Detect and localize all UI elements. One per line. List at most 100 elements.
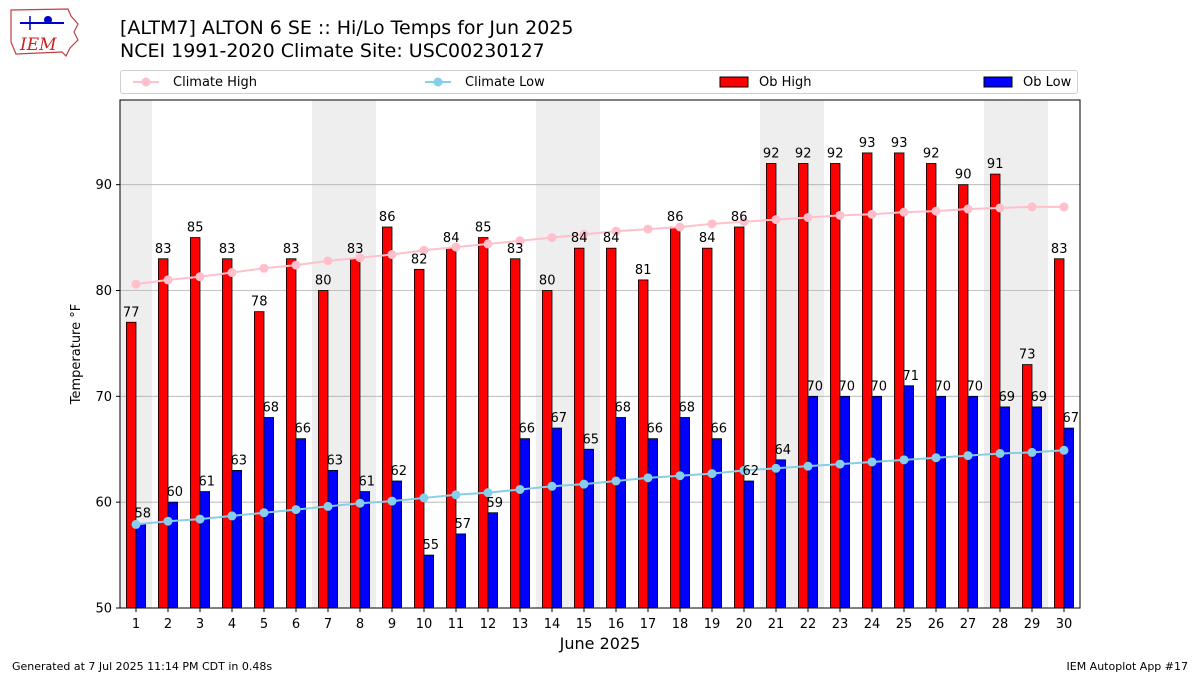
ob-high-label: 84 xyxy=(699,231,716,246)
ob-low-label: 66 xyxy=(295,422,312,437)
climate-low-point xyxy=(163,516,173,526)
climate-low-point xyxy=(1059,445,1069,455)
ob-low-bar xyxy=(935,395,947,609)
x-tick-label: 18 xyxy=(672,617,689,632)
ob-low-bar xyxy=(679,417,691,609)
climate-high-point xyxy=(899,207,909,217)
climate-low-point xyxy=(419,493,429,503)
ob-high-label: 90 xyxy=(955,168,972,183)
ob-high-label: 83 xyxy=(507,242,524,257)
climate-low-point xyxy=(707,469,717,479)
ob-low-label: 70 xyxy=(935,379,952,394)
ob-high-bar xyxy=(1054,258,1065,609)
climate-high-point xyxy=(867,209,877,219)
y-tick-label: 50 xyxy=(95,602,112,617)
ob-high-bar xyxy=(445,247,457,609)
climate-low-point xyxy=(1027,447,1037,457)
ob-low-bar xyxy=(999,406,1011,609)
ob-high-bar xyxy=(606,247,617,609)
ob-low-label: 70 xyxy=(839,379,856,394)
ob-high-label: 91 xyxy=(987,157,1004,172)
ob-low-label: 66 xyxy=(647,422,664,437)
climate-low-point xyxy=(291,505,301,515)
legend-swatch-ob-low xyxy=(983,76,1013,88)
ob-high-label: 83 xyxy=(283,242,300,257)
legend: Climate High Climate Low Ob High Ob Low xyxy=(120,70,1078,94)
climate-low-point xyxy=(899,455,909,465)
climate-high-point xyxy=(195,272,205,282)
x-tick-label: 5 xyxy=(260,617,268,632)
x-tick-label: 13 xyxy=(512,617,529,632)
x-tick-label: 25 xyxy=(896,617,913,632)
climate-high-point xyxy=(419,245,429,255)
ob-high-label: 86 xyxy=(731,210,748,225)
generated-timestamp: Generated at 7 Jul 2025 11:14 PM CDT in … xyxy=(12,660,273,673)
ob-low-bar xyxy=(231,470,243,609)
ob-low-bar xyxy=(519,438,531,609)
climate-low-point xyxy=(995,448,1005,458)
ob-low-label: 67 xyxy=(551,411,568,426)
ob-low-label: 60 xyxy=(167,485,184,500)
x-tick-label: 14 xyxy=(544,617,561,632)
x-tick-label: 12 xyxy=(480,617,497,632)
ob-low-label: 65 xyxy=(583,432,600,447)
ob-low-label: 64 xyxy=(775,443,792,458)
climate-high-point xyxy=(963,204,973,214)
ob-high-bar xyxy=(542,290,553,609)
ob-low-bar xyxy=(1031,406,1043,609)
climate-low-point xyxy=(259,508,269,518)
climate-low-point xyxy=(547,481,557,491)
legend-label-ob-high: Ob High xyxy=(759,74,812,90)
app-credit: IEM Autoplot App #17 xyxy=(1066,660,1189,673)
ob-high-label: 85 xyxy=(475,221,492,236)
x-tick-label: 4 xyxy=(228,617,236,632)
ob-high-label: 86 xyxy=(379,210,396,225)
climate-high-point xyxy=(515,236,525,246)
ob-high-bar xyxy=(126,321,137,609)
climate-low-point xyxy=(643,473,653,483)
ob-low-label: 68 xyxy=(263,401,280,416)
climate-low-point xyxy=(739,465,749,475)
ob-high-label: 92 xyxy=(923,147,940,162)
ob-low-label: 67 xyxy=(1063,411,1080,426)
ob-high-label: 82 xyxy=(411,252,428,267)
ob-low-label: 69 xyxy=(999,390,1016,405)
chart-title: [ALTM7] ALTON 6 SE :: Hi/Lo Temps for Ju… xyxy=(120,17,574,39)
climate-high-point xyxy=(803,212,813,222)
ob-high-bar xyxy=(734,226,745,609)
ob-high-bar xyxy=(477,237,489,609)
ob-high-label: 84 xyxy=(603,231,620,246)
ob-low-label: 61 xyxy=(199,475,216,490)
climate-high-point xyxy=(995,203,1005,213)
legend-swatch-ob-high xyxy=(719,76,749,88)
climate-low-point xyxy=(323,501,333,511)
ob-high-label: 73 xyxy=(1019,348,1036,363)
ob-high-label: 83 xyxy=(155,242,172,257)
legend-swatch-climate-high xyxy=(133,77,159,87)
ob-low-label: 66 xyxy=(519,422,536,437)
climate-high-line xyxy=(135,205,1064,286)
ob-low-label: 58 xyxy=(135,506,152,521)
ob-high-label: 86 xyxy=(667,210,684,225)
ob-high-label: 92 xyxy=(827,147,844,162)
ob-high-bar xyxy=(766,163,777,609)
climate-low-point xyxy=(803,461,813,471)
y-tick-label: 80 xyxy=(95,284,112,299)
ob-low-label: 55 xyxy=(423,538,440,553)
climate-low-point xyxy=(963,451,973,461)
x-tick-label: 15 xyxy=(576,617,593,632)
legend-label-ob-low: Ob Low xyxy=(1023,74,1072,90)
ob-low-label: 63 xyxy=(231,453,248,468)
ob-high-bar xyxy=(670,226,681,609)
climate-low-point xyxy=(387,496,397,506)
climate-low-point xyxy=(675,471,685,481)
ob-high-label: 93 xyxy=(859,136,876,151)
ob-low-bar xyxy=(327,470,339,609)
ob-high-bar xyxy=(317,290,329,609)
ob-low-bar xyxy=(647,438,659,609)
ob-high-label: 80 xyxy=(539,274,556,289)
ob-low-label: 70 xyxy=(807,379,824,394)
x-tick-label: 7 xyxy=(324,617,332,632)
ob-high-bar xyxy=(638,279,649,609)
y-tick-label: 70 xyxy=(95,390,112,405)
